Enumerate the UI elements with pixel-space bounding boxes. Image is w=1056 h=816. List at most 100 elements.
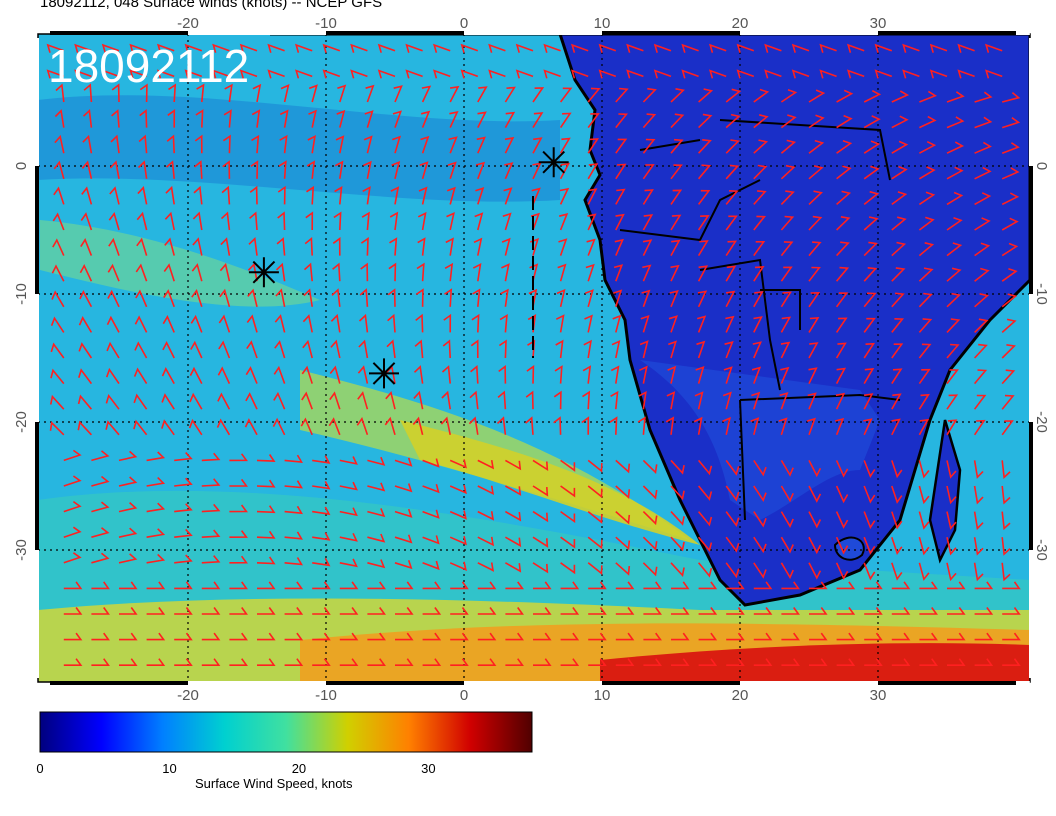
wind-barb <box>1001 242 1019 257</box>
wind-barb <box>836 140 853 154</box>
wind-barb <box>764 43 782 53</box>
wind-barb <box>753 241 766 257</box>
wind-barb <box>528 288 538 307</box>
top-axis-segment <box>326 31 464 35</box>
x-tick-top-0: -20 <box>177 15 199 32</box>
wind-barb <box>553 416 562 435</box>
wind-barb <box>836 581 856 590</box>
wind-barb <box>356 416 369 436</box>
wind-barb <box>753 658 773 666</box>
wind-barb <box>312 658 331 666</box>
wind-barb <box>750 417 760 436</box>
wind-barb <box>891 343 904 359</box>
wind-barb <box>698 139 712 154</box>
wind-barb <box>947 658 966 666</box>
wind-barb <box>109 160 120 179</box>
wind-barb <box>736 43 755 53</box>
wind-barb <box>189 366 203 384</box>
wind-barb <box>135 263 148 282</box>
wind-barb <box>251 109 261 128</box>
wind-barb <box>585 263 595 282</box>
wind-barb <box>284 557 303 566</box>
wind-barb <box>902 69 920 79</box>
wind-barb <box>918 343 932 359</box>
wind-barb <box>217 392 231 410</box>
wind-barb <box>780 190 795 205</box>
wind-barb <box>196 83 205 103</box>
wind-barb <box>441 390 451 410</box>
wind-barb <box>308 109 317 128</box>
wind-barb <box>312 607 331 615</box>
wind-barb <box>693 416 703 435</box>
wind-barb <box>610 390 619 410</box>
wind-barb <box>499 314 508 333</box>
wind-barb <box>106 341 120 359</box>
wind-barb <box>669 289 679 308</box>
wind-barb <box>201 555 221 564</box>
wind-barb <box>107 263 120 282</box>
wind-barb <box>626 69 644 79</box>
wind-barb <box>63 607 83 615</box>
wind-barb <box>571 69 589 79</box>
wind-barb <box>312 455 331 464</box>
right-axis-segment <box>1029 294 1033 422</box>
wind-barb <box>329 365 341 384</box>
wind-barb <box>973 394 987 410</box>
storm-marker-2 <box>369 358 399 389</box>
wind-barb <box>587 138 600 154</box>
wind-barb <box>642 459 658 474</box>
wind-barb <box>973 369 988 385</box>
wind-barb <box>532 562 549 574</box>
wind-barb <box>973 485 984 505</box>
wind-barb <box>256 530 276 539</box>
wind-barb <box>157 43 175 53</box>
wind-barb <box>753 164 768 180</box>
wind-barb <box>505 510 522 522</box>
wind-barb <box>780 485 794 503</box>
wind-barb <box>615 138 628 154</box>
wind-barb <box>477 562 495 572</box>
wind-barb <box>105 420 120 436</box>
top-axis-segment <box>740 31 878 35</box>
wind-barb <box>670 485 685 501</box>
wind-barb <box>571 43 589 53</box>
wind-barb <box>946 166 964 180</box>
wind-barb <box>79 264 93 282</box>
wind-barb <box>615 213 625 231</box>
wind-barb <box>558 213 569 231</box>
wind-barb <box>974 581 994 590</box>
x-tick-top-2: 0 <box>460 15 468 32</box>
wind-barb <box>395 658 414 666</box>
wind-barb <box>505 607 524 615</box>
wind-barb <box>80 212 93 231</box>
wind-barb <box>267 69 285 79</box>
wind-barb <box>184 69 203 79</box>
wind-barb <box>753 215 767 231</box>
wind-barb <box>918 562 930 581</box>
wind-barb <box>587 87 601 103</box>
wind-barb <box>863 418 873 436</box>
wind-barb <box>229 504 248 513</box>
wind-barb <box>218 340 231 359</box>
wind-barb <box>588 658 607 666</box>
wind-barb <box>252 83 262 103</box>
wind-barb <box>91 450 110 462</box>
wind-barb <box>174 477 193 487</box>
x-tick-top-5: 30 <box>870 15 887 32</box>
wind-barb <box>974 242 991 257</box>
wind-barb <box>306 185 315 205</box>
wind-barb <box>808 139 825 154</box>
wind-barb <box>670 113 685 129</box>
wind-barb <box>332 262 341 282</box>
wind-barb <box>532 459 549 472</box>
wind-barb <box>223 109 232 128</box>
wind-barb <box>780 536 794 554</box>
wind-barb <box>874 43 893 53</box>
wind-barb <box>609 416 618 435</box>
wind-barb <box>615 485 631 499</box>
wind-barb <box>642 239 653 256</box>
wind-barb <box>247 262 258 282</box>
wind-barb <box>219 262 231 282</box>
wind-barb <box>52 212 65 231</box>
wind-barb <box>109 186 120 205</box>
